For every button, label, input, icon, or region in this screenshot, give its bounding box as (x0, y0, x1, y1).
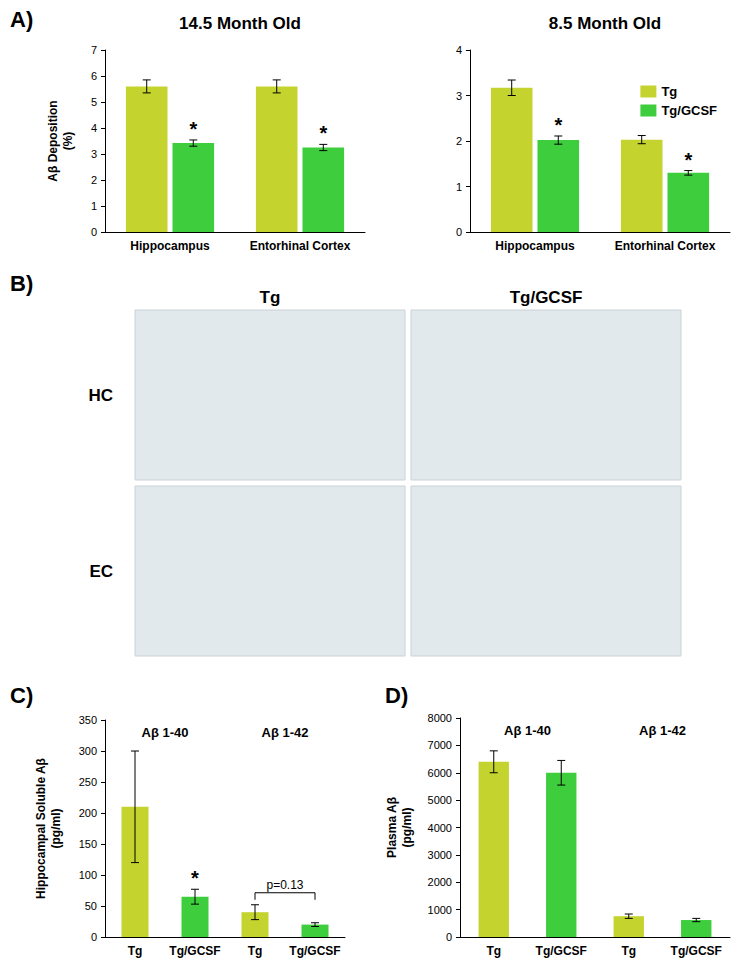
svg-text:4: 4 (456, 44, 462, 56)
svg-text:Aβ Deposition: Aβ Deposition (46, 100, 60, 181)
svg-text:3: 3 (456, 90, 462, 102)
svg-text:7: 7 (91, 44, 97, 56)
svg-text:Aβ 1-40: Aβ 1-40 (142, 725, 189, 740)
svg-text:0: 0 (91, 226, 97, 238)
svg-text:6000: 6000 (428, 767, 452, 779)
svg-text:A): A) (10, 7, 33, 32)
svg-text:Tg/GCSF: Tg/GCSF (661, 103, 717, 118)
svg-text:2: 2 (456, 135, 462, 147)
svg-text:8.5 Month Old: 8.5 Month Old (549, 14, 661, 33)
svg-text:Entorhinal Cortex: Entorhinal Cortex (250, 239, 351, 253)
svg-text:50: 50 (85, 900, 97, 912)
svg-text:Hippocampus: Hippocampus (495, 239, 575, 253)
svg-text:B): B) (10, 271, 33, 296)
svg-text:3: 3 (91, 148, 97, 160)
svg-text:D): D) (385, 683, 408, 708)
svg-text:6: 6 (91, 70, 97, 82)
svg-text:200: 200 (79, 807, 97, 819)
svg-text:5000: 5000 (428, 794, 452, 806)
svg-text:p=0.13: p=0.13 (266, 878, 303, 892)
svg-text:Hippocampal Soluble Aβ: Hippocampal Soluble Aβ (34, 758, 48, 899)
svg-text:4000: 4000 (428, 822, 452, 834)
svg-text:*: * (189, 118, 197, 140)
svg-text:*: * (319, 122, 327, 144)
svg-text:(%): (%) (61, 132, 75, 151)
svg-text:Aβ 1-40: Aβ 1-40 (504, 723, 551, 738)
svg-text:0: 0 (456, 226, 462, 238)
svg-text:Tg/GCSF: Tg/GCSF (289, 944, 340, 958)
svg-text:1000: 1000 (428, 904, 452, 916)
svg-text:C): C) (10, 683, 33, 708)
svg-text:Tg/GCSF: Tg/GCSF (536, 944, 587, 958)
svg-text:(pg/ml): (pg/ml) (400, 808, 414, 848)
svg-text:8000: 8000 (428, 712, 452, 724)
svg-text:Tg: Tg (260, 288, 281, 307)
svg-text:Tg: Tg (486, 944, 501, 958)
svg-text:Tg/GCSF: Tg/GCSF (169, 944, 220, 958)
svg-text:Aβ 1-42: Aβ 1-42 (639, 723, 686, 738)
svg-text:300: 300 (79, 745, 97, 757)
svg-text:Tg/GCSF: Tg/GCSF (510, 288, 583, 307)
svg-text:EC: EC (89, 562, 113, 581)
svg-text:*: * (684, 149, 692, 171)
svg-text:3000: 3000 (428, 849, 452, 861)
svg-text:2: 2 (91, 174, 97, 186)
svg-text:Tg/GCSF: Tg/GCSF (671, 944, 722, 958)
svg-text:Aβ 1-42: Aβ 1-42 (262, 725, 309, 740)
svg-text:Tg: Tg (128, 944, 143, 958)
svg-text:5: 5 (91, 96, 97, 108)
svg-text:2000: 2000 (428, 876, 452, 888)
svg-text:Tg: Tg (621, 944, 636, 958)
svg-text:350: 350 (79, 714, 97, 726)
svg-text:HC: HC (88, 386, 113, 405)
svg-text:14.5 Month Old: 14.5 Month Old (179, 14, 301, 33)
svg-text:*: * (554, 114, 562, 136)
svg-text:1: 1 (456, 181, 462, 193)
svg-text:0: 0 (446, 931, 452, 943)
svg-text:0: 0 (91, 931, 97, 943)
svg-text:*: * (191, 867, 199, 889)
svg-text:1: 1 (91, 200, 97, 212)
svg-text:Tg: Tg (661, 84, 677, 99)
svg-text:7000: 7000 (428, 739, 452, 751)
svg-text:(pg/ml): (pg/ml) (49, 809, 63, 849)
svg-text:4: 4 (91, 122, 97, 134)
svg-text:250: 250 (79, 776, 97, 788)
svg-text:Plasma Aβ: Plasma Aβ (385, 797, 399, 858)
svg-text:Tg: Tg (248, 944, 263, 958)
svg-text:150: 150 (79, 838, 97, 850)
svg-text:Hippocampus: Hippocampus (130, 239, 210, 253)
svg-text:100: 100 (79, 869, 97, 881)
svg-text:Entorhinal Cortex: Entorhinal Cortex (615, 239, 716, 253)
